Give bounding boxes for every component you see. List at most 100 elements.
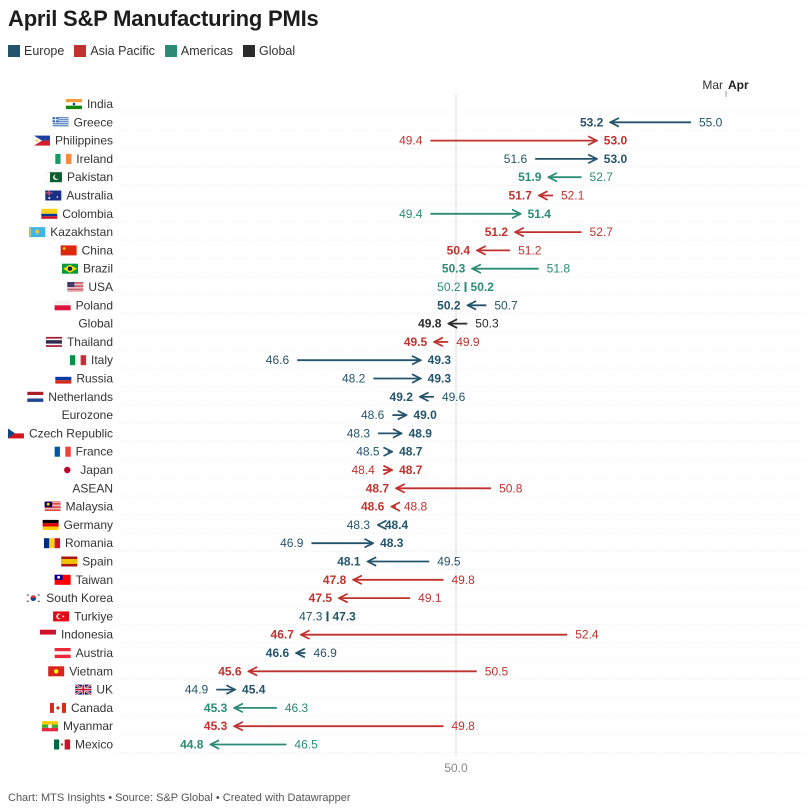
- country-label-italy: Italy: [91, 353, 113, 367]
- apr-label-taiwan: 47.8: [323, 573, 347, 587]
- country-label-eurozone: Eurozone: [62, 408, 114, 422]
- apr-label-austria: 46.6: [266, 646, 290, 660]
- mar-label-pakistan: 52.7: [590, 170, 614, 184]
- apr-label-vietnam: 45.6: [218, 664, 242, 678]
- mar-label-ireland: 51.6: [504, 152, 528, 166]
- country-label-greece: Greece: [74, 115, 114, 129]
- mar-label-colombia: 49.4: [399, 207, 423, 221]
- country-label-japan: Japan: [80, 463, 113, 477]
- flag-poland-icon: [54, 300, 71, 311]
- country-label-myanmar: Myanmar: [63, 719, 113, 733]
- flag-czech-icon: [7, 428, 24, 439]
- apr-label-greece: 53.2: [580, 115, 604, 129]
- legend: Europe Asia Pacific Americas Global: [8, 44, 295, 58]
- flag-indonesia-icon: [39, 629, 56, 640]
- mar-label-czech-republic: 48.3: [347, 426, 371, 440]
- apr-label-russia: 49.3: [428, 372, 452, 386]
- country-label-china: China: [82, 243, 114, 257]
- country-label-vietnam: Vietnam: [69, 664, 113, 678]
- country-label-colombia: Colombia: [62, 207, 113, 221]
- flag-france-icon: [54, 446, 71, 457]
- apr-label-global: 49.8: [418, 317, 442, 331]
- chart-title: April S&P Manufacturing PMIs: [8, 6, 319, 31]
- flag-japan-icon: [64, 466, 71, 474]
- country-label-spain: Spain: [82, 555, 113, 569]
- legend-swatch-europe: [8, 45, 20, 57]
- apr-label-myanmar: 45.3: [204, 719, 228, 733]
- country-label-global: Global: [78, 317, 113, 331]
- flag-colombia-icon: [41, 208, 58, 219]
- country-label-germany: Germany: [64, 518, 113, 532]
- flag-pakistan-icon: [45, 172, 62, 183]
- reference-line-label: 50.0: [444, 761, 468, 775]
- country-label-mexico: Mexico: [75, 738, 113, 752]
- flag-thailand-icon: [45, 336, 62, 347]
- header-mar: Mar: [702, 78, 723, 92]
- country-label-russia: Russia: [76, 372, 113, 386]
- legend-swatch-americas: [164, 45, 177, 57]
- legend-swatch-asia-pacific: [74, 45, 87, 57]
- country-label-turkiye: Turkiye: [74, 609, 113, 623]
- country-label-india: India: [87, 97, 113, 111]
- apr-label-spain: 48.1: [337, 555, 361, 569]
- mar-label-malaysia: 48.8: [404, 500, 428, 514]
- country-label-kazakhstan: Kazakhstan: [50, 225, 113, 239]
- flag-uk-icon: [74, 683, 92, 696]
- mar-label-turkiye: 47.3: [299, 609, 323, 623]
- legend-label-europe: Europe: [24, 44, 65, 58]
- mar-label-greece: 55.0: [699, 115, 723, 129]
- mar-label-germany: 48.3: [347, 518, 371, 532]
- country-label-indonesia: Indonesia: [61, 628, 113, 642]
- flag-ireland-icon: [55, 153, 72, 164]
- country-label-pakistan: Pakistan: [67, 170, 113, 184]
- country-label-south-korea: South Korea: [46, 591, 113, 605]
- country-label-poland: Poland: [76, 298, 113, 312]
- flag-china-icon: [60, 245, 77, 256]
- flag-taiwan-icon: [54, 574, 71, 585]
- mar-label-eurozone: 48.6: [361, 408, 385, 422]
- country-label-brazil: Brazil: [83, 262, 113, 276]
- mar-label-austria: 46.9: [313, 646, 337, 660]
- apr-label-thailand: 49.5: [404, 335, 428, 349]
- mar-label-mexico: 46.5: [294, 738, 318, 752]
- flag-romania-icon: [43, 538, 61, 549]
- country-label-romania: Romania: [65, 536, 113, 550]
- flag-kazakhstan-icon: [29, 227, 46, 238]
- apr-label-mexico: 44.8: [180, 738, 204, 752]
- country-label-canada: Canada: [71, 701, 113, 715]
- mar-label-france: 48.5: [356, 445, 380, 459]
- chart-footer: Chart: MTS Insights • Source: S&P Global…: [8, 792, 351, 804]
- arrow-chart: 50.0MarAprIndia58.158.2Greece55.053.2Phi…: [7, 78, 804, 775]
- apr-label-eurozone: 49.0: [413, 408, 437, 422]
- flag-russia-icon: [55, 373, 72, 384]
- mar-label-australia: 52.1: [561, 189, 585, 203]
- flag-germany-icon: [42, 519, 59, 530]
- apr-label-uk: 45.4: [242, 683, 266, 697]
- country-label-uk: UK: [96, 683, 113, 697]
- flag-spain-icon: [61, 556, 78, 567]
- mar-label-italy: 46.6: [266, 353, 290, 367]
- legend-item-global: Global: [243, 44, 295, 58]
- legend-item-americas: Americas: [164, 44, 233, 58]
- mar-label-philippines: 49.4: [399, 134, 423, 148]
- apr-label-turkiye: 47.3: [332, 609, 356, 623]
- apr-label-italy: 49.3: [428, 353, 452, 367]
- apr-label-philippines: 53.0: [604, 134, 628, 148]
- country-label-malaysia: Malaysia: [66, 500, 114, 514]
- legend-swatch-global: [243, 45, 256, 57]
- mar-label-usa: 50.2: [437, 280, 461, 294]
- mar-label-japan: 48.4: [351, 463, 375, 477]
- mar-label-asean: 50.8: [499, 481, 523, 495]
- apr-label-germany: 48.4: [385, 518, 409, 532]
- flag-netherlands-icon: [27, 391, 44, 402]
- flag-philippines-icon: [33, 135, 50, 146]
- mar-label-vietnam: 50.5: [485, 664, 509, 678]
- mar-label-romania: 46.9: [280, 536, 304, 550]
- apr-label-kazakhstan: 51.2: [485, 225, 509, 239]
- country-label-thailand: Thailand: [67, 335, 113, 349]
- country-label-france: France: [76, 445, 114, 459]
- country-label-australia: Australia: [66, 189, 113, 203]
- flag-brazil-icon: [61, 263, 78, 274]
- apr-label-malaysia: 48.6: [361, 500, 385, 514]
- apr-label-poland: 50.2: [437, 298, 461, 312]
